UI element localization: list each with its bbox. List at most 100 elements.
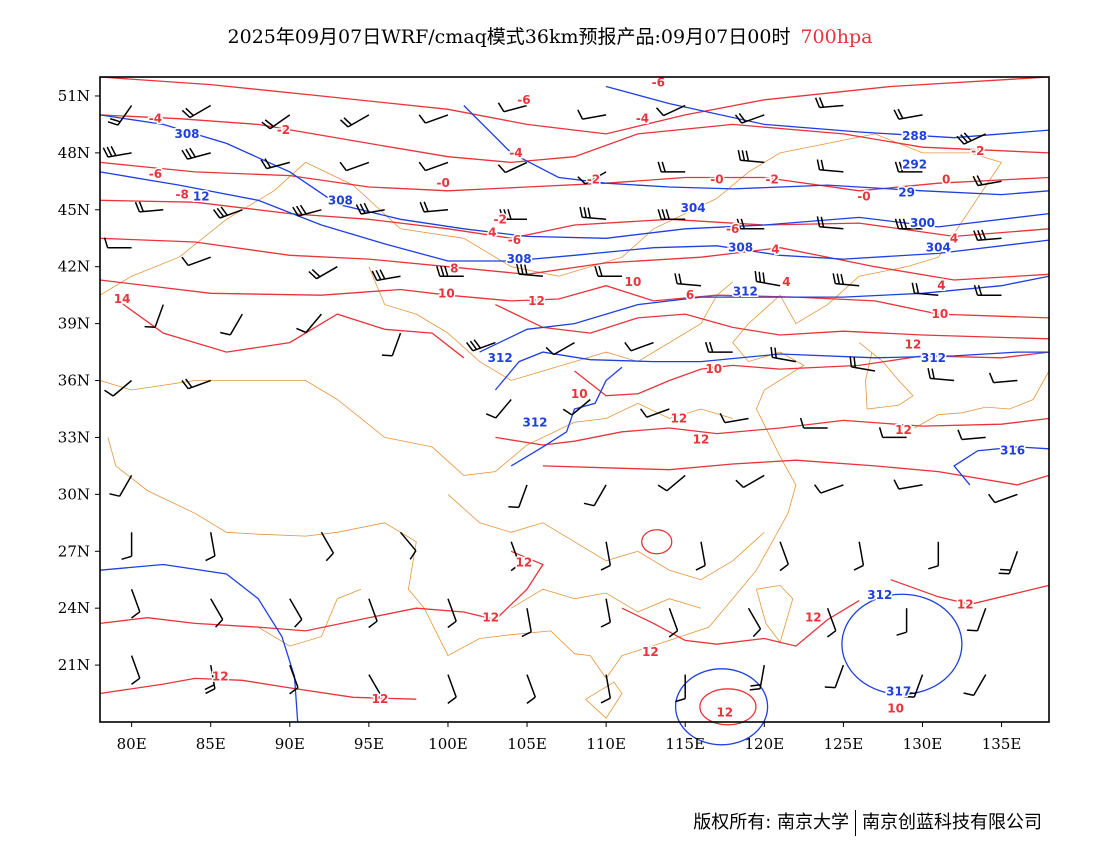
temperature-label: -6: [508, 233, 521, 247]
wind-barb: [894, 161, 923, 173]
wind-barb: [204, 664, 216, 695]
wind-barb: [104, 379, 133, 397]
temperature-contour: [99, 550, 544, 632]
temperature-label: 10: [705, 362, 722, 376]
y-axis: 51N 48N 45N 42N 39N 36N 33N 30N 27N 24N 21N: [58, 87, 100, 674]
x-tick-label: 80E: [117, 735, 147, 753]
wind-barb: [102, 145, 132, 158]
wind-barb: [736, 218, 765, 230]
wind-barb: [418, 114, 449, 124]
temperature-label: 12: [372, 692, 389, 706]
wind-barb: [109, 475, 133, 497]
wind-barb: [212, 206, 243, 219]
wind-barb: [737, 149, 765, 164]
wind-barb: [485, 399, 512, 419]
wind-barb: [826, 607, 837, 638]
wind-barb: [963, 674, 987, 697]
geopotential-label: 308: [174, 127, 199, 141]
wind-barb: [998, 551, 1019, 575]
temperature-label: 12: [716, 706, 733, 720]
temperature-label: 10: [571, 387, 588, 401]
wind-barb: [988, 372, 1018, 384]
wind-barb: [583, 484, 607, 507]
geopotential-label: 312: [522, 415, 547, 429]
temperature-contour-loop: [699, 688, 757, 726]
temperature-label: -2: [277, 123, 290, 137]
wind-barb: [600, 674, 612, 704]
temperature-contour: [99, 677, 417, 700]
contour-label-layer: -6-6-4-2-4-4-6-0 -2 -0 -2-8-20-0-2-64 -64486…: [112, 74, 1026, 721]
geopotential-label: 312: [733, 284, 758, 298]
wind-barb: [261, 114, 291, 130]
x-tick-label: 85E: [196, 735, 226, 753]
temperature-label: 0: [942, 172, 950, 186]
temperature-label: 12: [693, 432, 710, 446]
wind-barb: [657, 161, 686, 173]
wind-barb: [770, 346, 797, 363]
geopotential-contour: [605, 85, 1050, 139]
wind-barb: [956, 132, 987, 145]
wind-barb: [368, 598, 378, 629]
wind-barb: [516, 263, 543, 277]
temperature-label: 10: [625, 275, 642, 289]
wind-barb: [399, 531, 417, 560]
y-tick-label: 39N: [58, 315, 90, 333]
wind-barb: [799, 417, 828, 429]
temperature-contour: [115, 298, 465, 359]
wind-barb: [510, 541, 521, 572]
wind-barb: [130, 655, 141, 686]
wind-barb: [674, 674, 686, 703]
temperature-label: 12: [212, 670, 229, 684]
wind-barb: [339, 161, 370, 172]
y-tick-label: 30N: [58, 485, 90, 503]
geopotential-contour: [99, 563, 299, 723]
wind-barb: [447, 674, 457, 705]
temperature-contour: [99, 161, 1050, 192]
temperature-label: 12: [895, 423, 912, 437]
wind-barb: [289, 598, 303, 628]
temperature-label: -2: [587, 172, 600, 186]
wind-barb: [973, 229, 1002, 242]
wind-barb: [987, 493, 1018, 504]
geopotential-label: 12: [193, 190, 210, 204]
wind-barb: [624, 341, 654, 352]
pressure-level-label: 700hpa: [800, 26, 873, 48]
x-tick-label: 120E: [745, 735, 785, 753]
y-tick-label: 21N: [58, 656, 90, 674]
wind-barb: [308, 266, 338, 280]
boundary-line: [585, 681, 623, 719]
geopotential-label: 29: [898, 186, 915, 200]
wind-barb: [927, 368, 955, 382]
wind-barb: [497, 102, 528, 113]
company-text: 南京创蓝科技有限公司: [862, 812, 1042, 833]
temperature-label: -0: [857, 190, 870, 204]
wind-barb: [320, 531, 335, 562]
wind-barb: [893, 108, 923, 120]
y-tick-label: 48N: [58, 144, 90, 162]
temperature-contour: [99, 76, 1050, 135]
wind-barb: [600, 541, 612, 571]
wind-barb: [824, 664, 845, 689]
wind-barb: [499, 209, 527, 221]
wind-barb-layer: [102, 97, 1019, 705]
wind-barb: [107, 105, 133, 126]
x-tick-label: 135E: [982, 735, 1022, 753]
geopotential-contour-loop: [841, 593, 963, 695]
wind-barb: [134, 201, 164, 213]
geopotential-label: 300: [910, 216, 935, 230]
wind-barb: [967, 607, 987, 632]
wind-barb: [657, 474, 686, 492]
wind-barb: [813, 484, 844, 494]
x-tick-label: 130E: [903, 735, 943, 753]
temperature-label: -8: [176, 188, 189, 202]
wind-barb: [849, 356, 876, 372]
wind-barb: [545, 341, 575, 356]
temperature-contour: [99, 279, 1050, 319]
temperature-contour: [574, 351, 1050, 397]
wind-barb: [674, 273, 702, 287]
temperature-label: 14: [114, 292, 131, 306]
geopotential-contour: [510, 366, 623, 467]
geopotential-label: 308: [728, 241, 753, 255]
wind-barb: [121, 532, 133, 561]
wind-barb: [973, 284, 1002, 296]
